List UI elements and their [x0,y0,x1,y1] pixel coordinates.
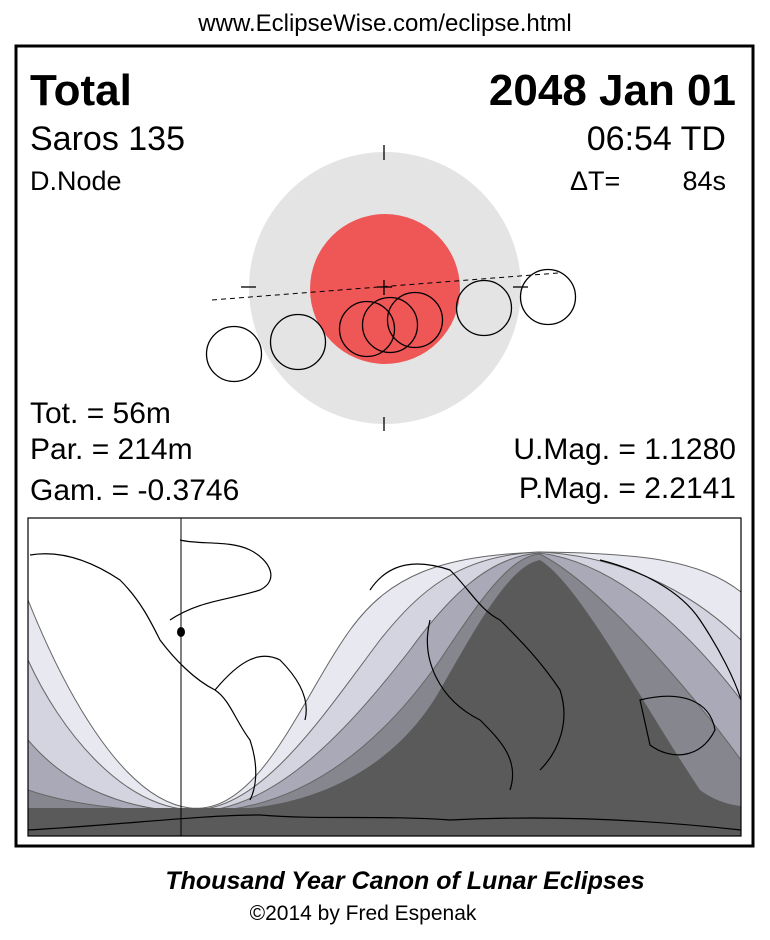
eclipse-diagram [205,145,577,431]
saros: Saros 135 [30,120,185,158]
url-header: www.EclipseWise.com/eclipse.html [197,10,571,37]
penumbral-magnitude: P.Mag. = 2.2141 [519,472,736,505]
gamma: Gam. = -0.3746 [30,474,239,507]
moon-u2 [338,300,396,358]
map-band-full-visibility [28,560,741,836]
moon-greatest [361,296,419,354]
eclipse-type: Total [30,66,132,115]
moon-u3 [386,291,444,349]
greatest-eclipse-point [177,627,185,637]
moon-u1 [269,313,327,371]
partial-duration: Par. = 214m [30,433,193,466]
eclipse-time: 06:54 TD [587,120,726,158]
umbral-magnitude: U.Mag. = 1.1280 [513,433,736,466]
umbra-shadow [310,214,460,364]
moon-p4 [519,268,577,326]
map-border [27,517,742,837]
moon-p1 [205,325,263,383]
totality-duration: Tot. = 56m [30,397,171,430]
eclipse-date: 2048 Jan 01 [489,66,736,115]
coastlines [28,539,741,831]
moon-u4 [455,279,513,337]
footer-copyright: ©2014 by Fred Espenak [250,902,477,925]
visibility-map [27,517,742,837]
delta-t-label: ΔT= [570,166,620,196]
node: D.Node [30,166,122,196]
delta-t-value: 84s [682,166,726,196]
moon-path [211,272,559,301]
footer-title: Thousand Year Canon of Lunar Eclipses [165,867,644,895]
